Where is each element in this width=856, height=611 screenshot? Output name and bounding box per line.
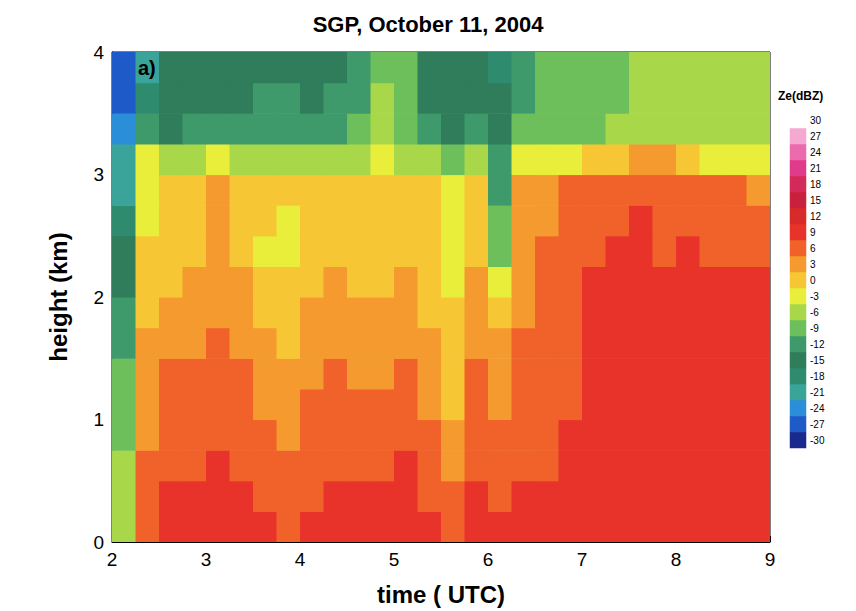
svg-text:time ( UTC): time ( UTC) <box>377 581 505 608</box>
svg-text:4: 4 <box>295 549 306 570</box>
svg-text:-30: -30 <box>810 435 825 446</box>
svg-text:8: 8 <box>671 549 682 570</box>
svg-text:27: 27 <box>810 131 822 142</box>
svg-text:-18: -18 <box>810 371 825 382</box>
svg-text:0: 0 <box>93 532 104 553</box>
svg-text:3: 3 <box>201 549 212 570</box>
svg-text:6: 6 <box>810 243 816 254</box>
svg-text:15: 15 <box>810 195 822 206</box>
svg-text:-15: -15 <box>810 355 825 366</box>
svg-text:6: 6 <box>483 549 494 570</box>
svg-text:1: 1 <box>93 409 104 430</box>
svg-text:-9: -9 <box>810 323 819 334</box>
svg-text:9: 9 <box>810 227 816 238</box>
svg-text:30: 30 <box>810 115 822 126</box>
svg-text:9: 9 <box>765 549 776 570</box>
svg-text:a): a) <box>138 57 156 79</box>
svg-text:18: 18 <box>810 179 822 190</box>
svg-text:24: 24 <box>810 147 822 158</box>
svg-text:-24: -24 <box>810 403 825 414</box>
svg-text:21: 21 <box>810 163 822 174</box>
svg-text:-6: -6 <box>810 307 819 318</box>
svg-text:SGP, October 11, 2004: SGP, October 11, 2004 <box>313 12 544 37</box>
svg-text:-12: -12 <box>810 339 825 350</box>
svg-text:12: 12 <box>810 211 822 222</box>
svg-text:-21: -21 <box>810 387 825 398</box>
svg-text:7: 7 <box>577 549 588 570</box>
svg-text:4: 4 <box>93 42 104 63</box>
svg-text:-27: -27 <box>810 419 825 430</box>
svg-text:2: 2 <box>93 287 104 308</box>
svg-text:height (km): height (km) <box>45 232 72 361</box>
svg-text:3: 3 <box>93 164 104 185</box>
svg-text:2: 2 <box>107 549 118 570</box>
svg-text:-3: -3 <box>810 291 819 302</box>
svg-text:5: 5 <box>389 549 400 570</box>
svg-text:Ze(dBZ): Ze(dBZ) <box>778 89 823 103</box>
svg-text:3: 3 <box>810 259 816 270</box>
svg-text:0: 0 <box>810 275 816 286</box>
